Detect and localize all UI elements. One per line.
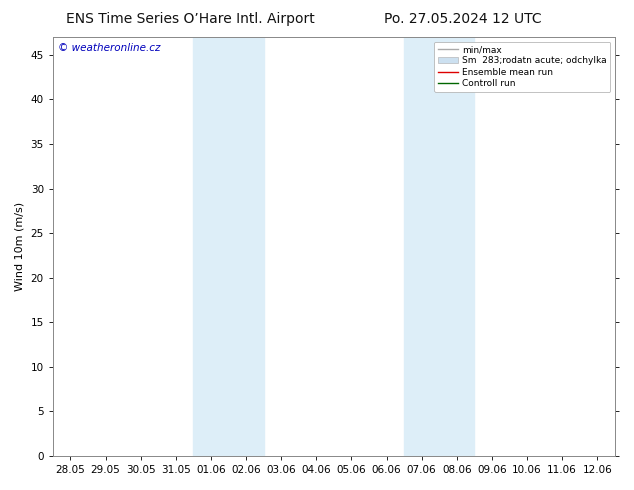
Y-axis label: Wind 10m (m/s): Wind 10m (m/s) [15,202,25,291]
Bar [193,37,264,456]
Text: Po. 27.05.2024 12 UTC: Po. 27.05.2024 12 UTC [384,12,541,26]
Legend: min/max, Sm  283;rodatn acute; odchylka, Ensemble mean run, Controll run: min/max, Sm 283;rodatn acute; odchylka, … [434,42,611,92]
Text: © weatheronline.cz: © weatheronline.cz [58,43,161,53]
Text: ENS Time Series O’Hare Intl. Airport: ENS Time Series O’Hare Intl. Airport [66,12,314,26]
Bar [404,37,474,456]
